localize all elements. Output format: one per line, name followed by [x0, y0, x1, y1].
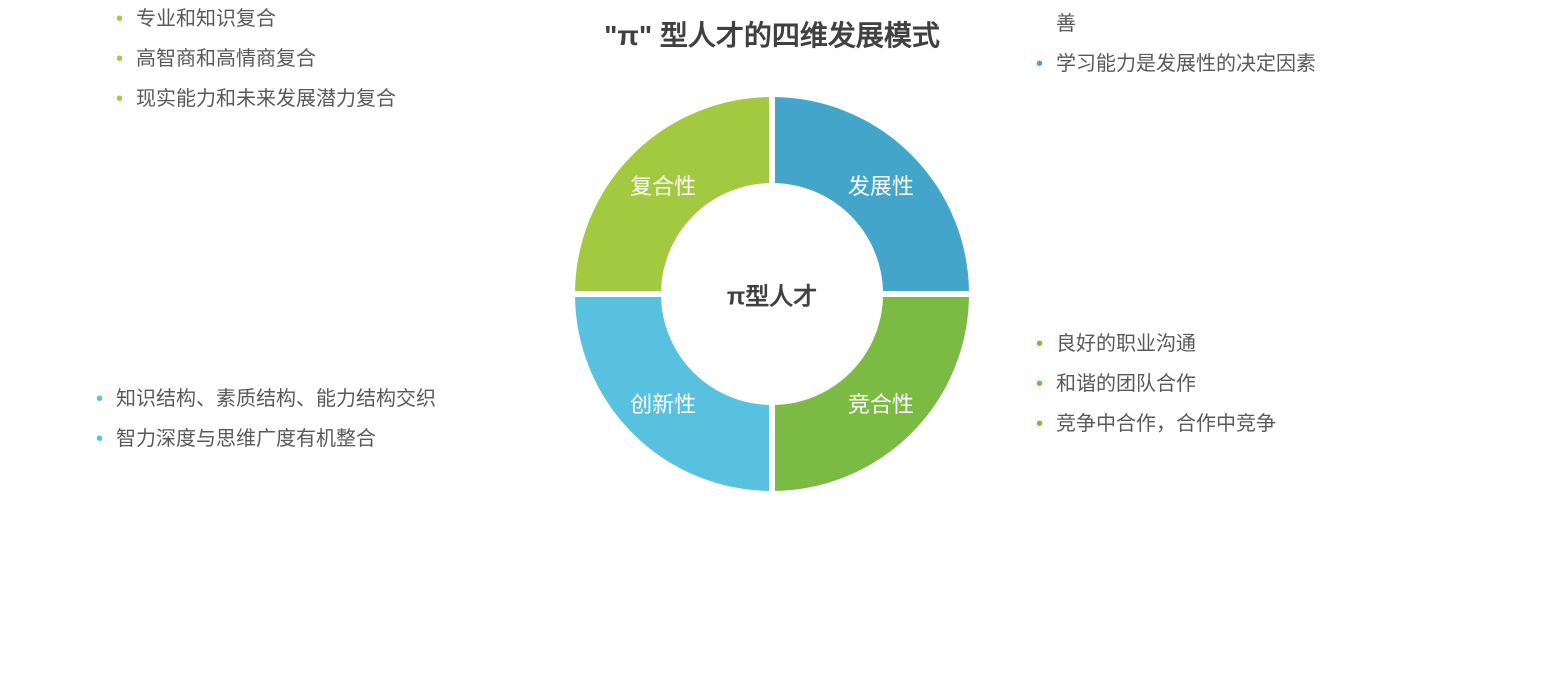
- bullet-item: 学习能力是发展性的决定因素: [1032, 44, 1432, 84]
- left-column: 专业和知识复合高智商和高情商复合现实能力和未来发展潜力复合 知识结构、素质结构、…: [112, 129, 552, 459]
- donut-arc-label-tl: 复合性: [630, 169, 696, 201]
- bullet-item: 高智商和高情商复合: [112, 39, 396, 79]
- bullets-bottom-right: 良好的职业沟通和谐的团队合作竞争中合作，合作中竞争: [1032, 324, 1276, 444]
- bullets-top-right: 自我学习、自我发展、自我更新、自我完善学习能力是发展性的决定因素: [1032, 0, 1432, 84]
- bullet-item: 现实能力和未来发展潜力复合: [112, 79, 396, 119]
- bullet-item: 良好的职业沟通: [1032, 324, 1276, 364]
- donut-arc-label-tr: 发展性: [848, 169, 914, 201]
- bullet-item: 知识结构、素质结构、能力结构交织: [92, 379, 436, 419]
- bullets-top-left: 专业和知识复合高智商和高情商复合现实能力和未来发展潜力复合: [112, 0, 396, 119]
- bullet-item: 专业和知识复合: [112, 0, 396, 39]
- donut-arc-label-bl: 创新性: [630, 387, 696, 419]
- right-column: 自我学习、自我发展、自我更新、自我完善学习能力是发展性的决定因素 良好的职业沟通…: [992, 144, 1432, 444]
- bullet-item: 竞争中合作，合作中竞争: [1032, 404, 1276, 444]
- bullet-item: 智力深度与思维广度有机整合: [92, 419, 436, 459]
- bullets-bottom-left: 知识结构、素质结构、能力结构交织智力深度与思维广度有机整合: [92, 379, 436, 459]
- bullet-item: 和谐的团队合作: [1032, 364, 1276, 404]
- bullet-item: 自我学习、自我发展、自我更新、自我完善: [1032, 0, 1432, 44]
- donut-center-label: π型人才: [727, 277, 817, 312]
- donut-chart: π型人才 发展性竞合性 创新性 复合性: [562, 84, 982, 504]
- donut-arc-label-br: 竞合性: [848, 387, 914, 419]
- main-layout: 专业和知识复合高智商和高情商复合现实能力和未来发展潜力复合 知识结构、素质结构、…: [0, 84, 1544, 504]
